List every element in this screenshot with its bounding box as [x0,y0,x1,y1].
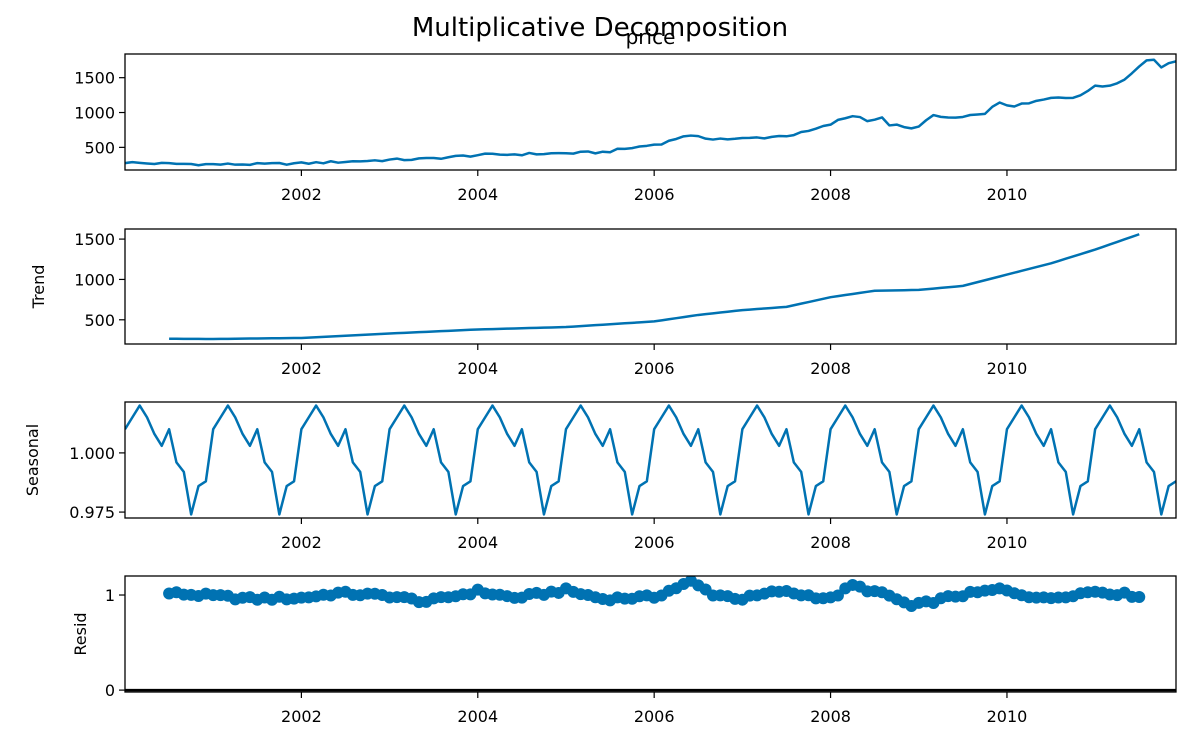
x-tick-label: 2002 [281,533,322,552]
x-tick-label: 2006 [634,707,675,726]
y-tick-label: 0 [105,681,115,700]
y-tick-label: 1.000 [69,444,115,463]
x-tick-label: 2004 [457,185,498,204]
plot-area [125,58,1176,167]
panel-2: 2002 2004 2006 2008 2010 500 1000 1500 Trend [29,228,1177,378]
x-tick-label: 2002 [281,185,322,204]
y-tick-label: 1000 [74,270,115,289]
x-tick-label: 2010 [987,359,1028,378]
x-tick-label: 2004 [457,533,498,552]
y-tick-label: 500 [84,311,115,330]
panel-1: 2002 2004 2006 2008 2010 500 1000 1500 price [74,25,1177,204]
x-tick-label: 2002 [281,707,322,726]
resid-point [1133,591,1146,604]
x-tick-label: 2004 [457,359,498,378]
y-tick-label: 1500 [74,69,115,88]
x-tick-label: 2008 [810,707,851,726]
price-line [125,58,1176,167]
y-tick-label: 500 [84,138,115,157]
x-tick-label: 2010 [987,185,1028,204]
plot-area [125,404,1176,516]
x-tick-label: 2010 [987,533,1028,552]
figure-suptitle: Multiplicative Decomposition [412,13,788,43]
x-tick-label: 2008 [810,185,851,204]
axes-frame [124,228,1177,345]
axes-frame [124,575,1177,693]
panel-4: 2002 2004 2006 2008 2010 0 1 Resid [71,575,1177,726]
y-tick-label: 1 [105,586,115,605]
y-axis-label: Trend [29,265,48,310]
x-tick-label: 2010 [987,707,1028,726]
panel-3: 2002 2004 2006 2008 2010 0.975 1.000 Seasonal [23,401,1177,552]
y-axis-label: Seasonal [23,424,42,496]
x-tick-label: 2008 [810,359,851,378]
x-tick-label: 2008 [810,533,851,552]
y-tick-label: 0.975 [69,503,115,522]
x-tick-label: 2004 [457,707,498,726]
plot-area [169,233,1140,341]
trend-line [169,233,1140,341]
resid-point [831,589,844,602]
axes-frame [124,401,1177,519]
y-tick-label: 1000 [74,104,115,123]
y-axis-label: Resid [71,612,90,655]
y-tick-label: 1500 [74,230,115,249]
x-tick-label: 2006 [634,185,675,204]
plot-area [125,576,1176,692]
x-tick-label: 2002 [281,359,322,378]
panels: 2002 2004 2006 2008 201050010001500price2002… [23,25,1177,726]
panel-title: price [626,25,676,49]
x-tick-label: 2006 [634,533,675,552]
axes-frame [124,53,1177,171]
x-tick-label: 2006 [634,359,675,378]
seasonal-line [125,404,1176,516]
